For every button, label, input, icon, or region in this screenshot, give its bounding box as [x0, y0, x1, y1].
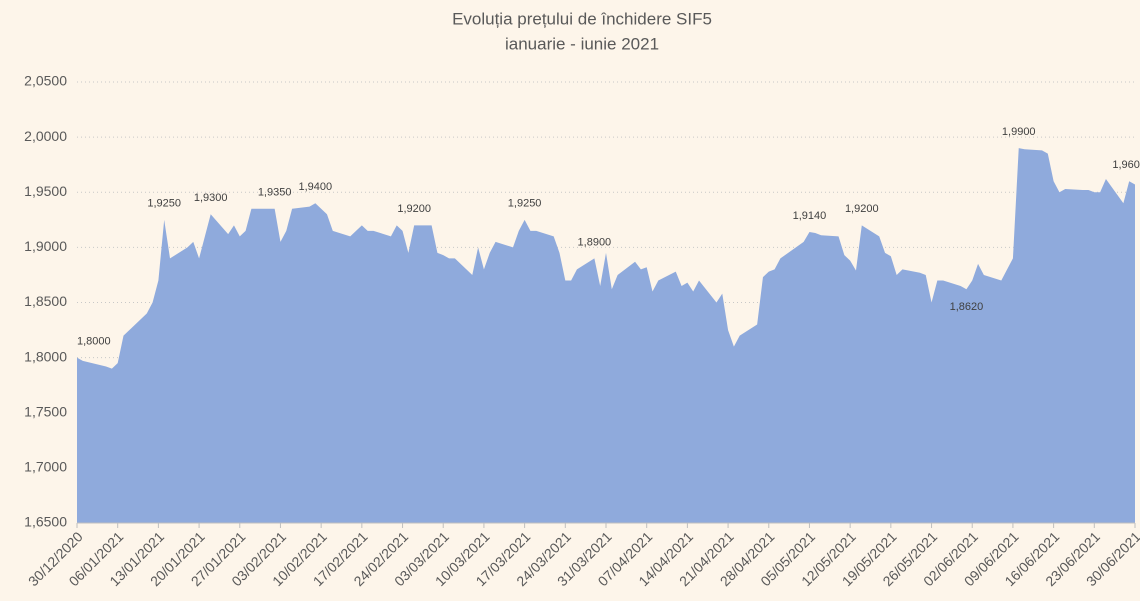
chart-title: Evoluția prețului de închidere SIF5: [452, 9, 712, 28]
chart-subtitle: ianuarie - iunie 2021: [505, 34, 659, 53]
y-tick-label: 1,8500: [24, 293, 67, 309]
data-label: 1,9200: [397, 203, 431, 215]
data-label: 1,9600: [1112, 159, 1140, 171]
y-tick-label: 2,0500: [24, 73, 67, 89]
data-label: 1,9400: [299, 181, 333, 193]
data-label: 1,9300: [194, 192, 228, 204]
data-label: 1,9900: [1002, 126, 1036, 138]
data-label: 1,9350: [258, 187, 292, 199]
y-tick-label: 1,7000: [24, 459, 67, 475]
area: [77, 148, 1135, 523]
y-tick-label: 1,7500: [24, 403, 67, 419]
data-label: 1,8000: [77, 336, 111, 348]
y-tick-label: 1,6500: [24, 514, 67, 530]
y-tick-label: 1,9500: [24, 183, 67, 199]
data-label: 1,8620: [950, 301, 984, 313]
data-label: 1,9140: [793, 210, 827, 222]
y-tick-label: 1,9000: [24, 238, 67, 254]
data-label: 1,9200: [845, 203, 879, 215]
y-tick-label: 2,0000: [24, 128, 67, 144]
data-label: 1,9250: [147, 198, 181, 210]
y-tick-label: 1,8000: [24, 348, 67, 364]
data-label: 1,9250: [508, 198, 542, 210]
data-label: 1,8900: [578, 236, 612, 248]
